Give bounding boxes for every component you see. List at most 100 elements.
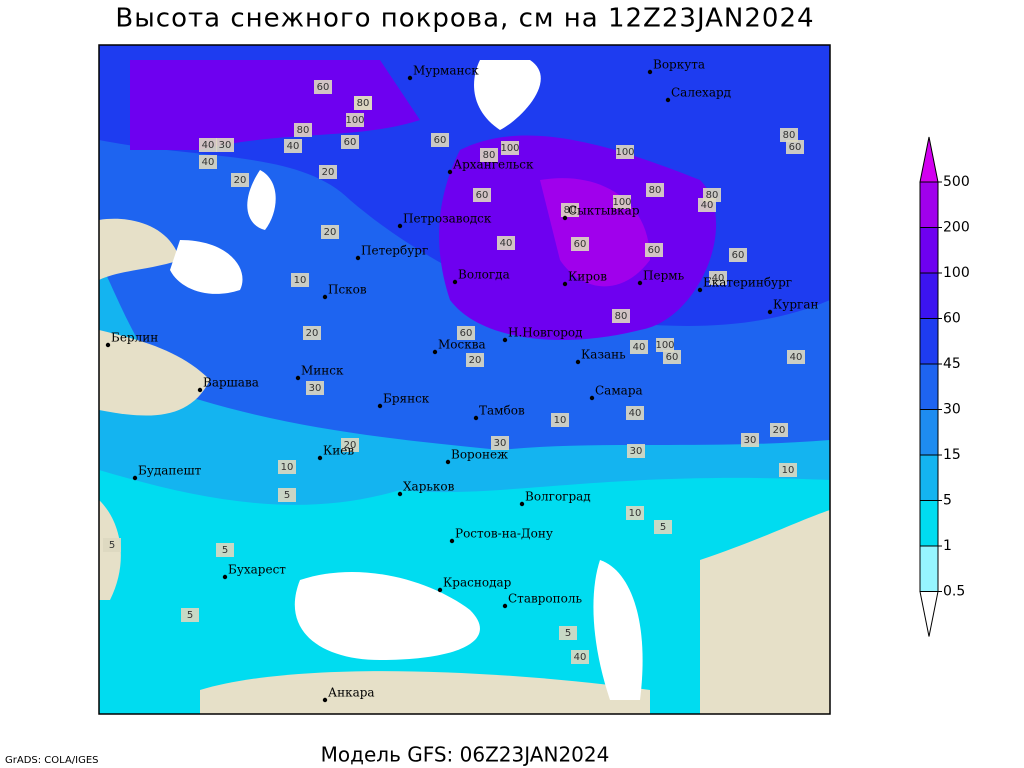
contour-label: 20 bbox=[344, 440, 357, 451]
city-dot bbox=[519, 501, 525, 507]
contour-label: 40 bbox=[712, 273, 725, 284]
colorbar-label: 15 bbox=[943, 447, 961, 463]
contour-label-box bbox=[491, 436, 509, 450]
contour-label: 60 bbox=[732, 250, 745, 261]
colorbar-label: 1 bbox=[943, 538, 952, 554]
contour-label-box bbox=[231, 173, 249, 187]
city-label: Салехард bbox=[671, 86, 731, 100]
contour-label-box bbox=[787, 350, 805, 364]
contour-label-box bbox=[571, 650, 589, 664]
colorbar-segment bbox=[919, 227, 939, 274]
contour-label: 80 bbox=[649, 185, 662, 196]
contour-label-box bbox=[646, 183, 664, 197]
city-label: Бухарест bbox=[228, 563, 286, 577]
colorbar-segment bbox=[919, 363, 939, 410]
colorbar-segment bbox=[919, 181, 939, 228]
contour-label: 30 bbox=[309, 383, 322, 394]
contour-label: 5 bbox=[284, 490, 290, 501]
contour-label-box bbox=[354, 96, 372, 110]
city-dot bbox=[445, 459, 451, 465]
contour-label: 80 bbox=[564, 205, 577, 216]
contour-label-box bbox=[473, 188, 491, 202]
contour-label: 5 bbox=[109, 540, 115, 551]
colorbar-label: 30 bbox=[943, 402, 961, 418]
city-dot bbox=[449, 538, 455, 544]
contour-label-box bbox=[571, 237, 589, 251]
contour-label-box bbox=[341, 135, 359, 149]
contour-label: 100 bbox=[345, 115, 364, 126]
contour-label-box bbox=[626, 506, 644, 520]
colorbar-segment bbox=[919, 500, 939, 547]
colorbar-label: 60 bbox=[943, 311, 961, 327]
city-label: Н.Новгород bbox=[508, 326, 583, 340]
city-label: Варшава bbox=[203, 376, 259, 390]
contour-label-box bbox=[291, 273, 309, 287]
city-label: Харьков bbox=[403, 480, 455, 494]
contour-label-box bbox=[663, 350, 681, 364]
contour-label-box bbox=[199, 155, 217, 169]
contour-label-box bbox=[284, 139, 302, 153]
contour-label: 80 bbox=[706, 190, 719, 201]
contour-label-box bbox=[346, 113, 364, 127]
city-label: Петербург bbox=[361, 244, 428, 258]
contour-label-box bbox=[480, 148, 498, 162]
contour-label: 60 bbox=[317, 82, 330, 93]
city-dot bbox=[473, 415, 479, 421]
contour-label: 10 bbox=[629, 508, 642, 519]
contour-label: 20 bbox=[324, 227, 337, 238]
city-dot bbox=[397, 491, 403, 497]
contour-label-box bbox=[630, 340, 648, 354]
contour-label: 40 bbox=[790, 352, 803, 363]
contour-label: 40 bbox=[633, 342, 646, 353]
contour-label-box bbox=[612, 309, 630, 323]
city-dot bbox=[105, 342, 111, 348]
contour-label: 80 bbox=[483, 150, 496, 161]
contour-label: 40 bbox=[287, 141, 300, 152]
city-dot bbox=[562, 215, 568, 221]
city-label: Волгоград bbox=[525, 490, 591, 504]
contour-label-box bbox=[278, 460, 296, 474]
contour-label: 30 bbox=[494, 438, 507, 449]
contour-label: 40 bbox=[500, 238, 513, 249]
city-dot bbox=[377, 403, 383, 409]
contour-label: 100 bbox=[615, 147, 634, 158]
city-label: Киров bbox=[568, 270, 607, 284]
city-label: Ростов-на-Дону bbox=[455, 527, 553, 541]
contour-label: 60 bbox=[476, 190, 489, 201]
contour-label: 30 bbox=[744, 435, 757, 446]
city-dot bbox=[447, 169, 453, 175]
city-label: Тамбов bbox=[479, 404, 525, 418]
credit: GrADS: COLA/IGES bbox=[5, 755, 99, 766]
city-dot bbox=[637, 280, 643, 286]
contour-label: 20 bbox=[306, 328, 319, 339]
city-label: Анкара bbox=[328, 686, 375, 700]
contour-label-box bbox=[341, 438, 359, 452]
contour-label-box bbox=[103, 538, 121, 552]
city-dot bbox=[407, 75, 413, 81]
city-dot bbox=[502, 603, 508, 609]
city-label: Псков bbox=[328, 283, 367, 297]
contour-label: 100 bbox=[500, 143, 519, 154]
city-label: Берлин bbox=[111, 331, 158, 345]
contour-label: 60 bbox=[648, 245, 661, 256]
contour-label: 40 bbox=[574, 652, 587, 663]
contour-label: 20 bbox=[773, 425, 786, 436]
contour-label: 100 bbox=[655, 340, 674, 351]
city-dot bbox=[397, 223, 403, 229]
city-dot bbox=[295, 375, 301, 381]
contour-label-box bbox=[303, 326, 321, 340]
colorbar-bottom bbox=[919, 591, 939, 637]
city-dot bbox=[197, 387, 203, 393]
colorbar-label: 200 bbox=[943, 220, 970, 236]
contour-label-box bbox=[278, 488, 296, 502]
city-label: Самара bbox=[595, 384, 643, 398]
contour-label: 40 bbox=[202, 140, 215, 151]
contour-label: 30 bbox=[219, 140, 232, 151]
city-label: Вологда bbox=[458, 268, 510, 282]
contour-label-box bbox=[561, 203, 579, 217]
city-dot bbox=[647, 69, 653, 75]
contour-label-box bbox=[626, 406, 644, 420]
colorbar-label: 45 bbox=[943, 356, 961, 372]
contour-label-box bbox=[559, 626, 577, 640]
